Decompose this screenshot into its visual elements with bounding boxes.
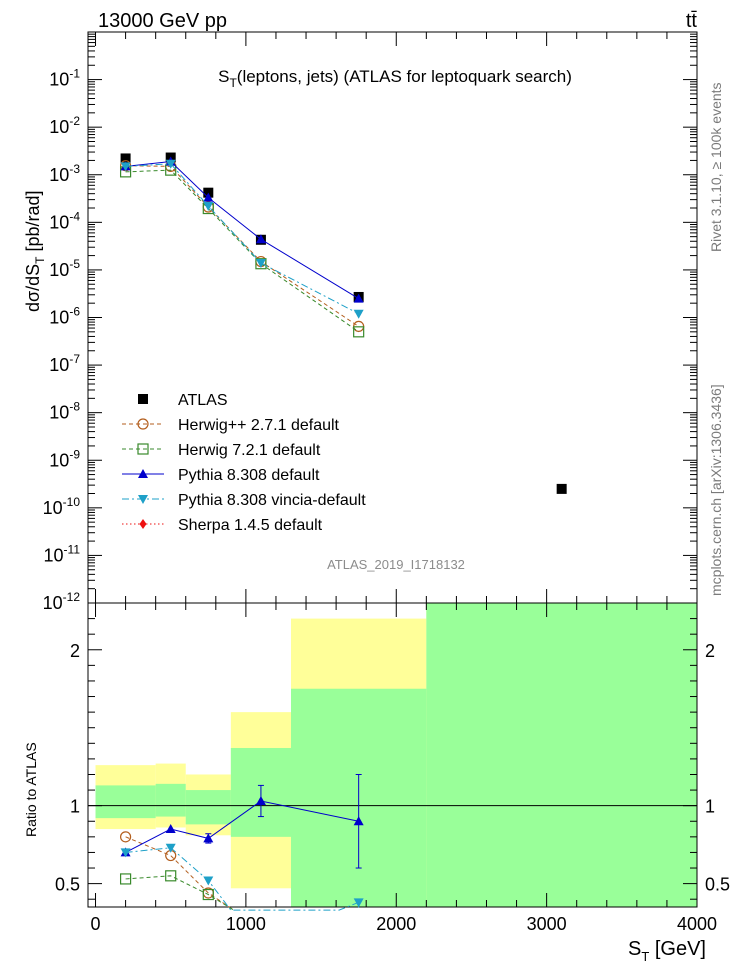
x-tick-label: 2000: [376, 914, 416, 934]
y-tick-label: 10-10: [43, 495, 81, 518]
legend-marker: [138, 469, 148, 478]
series-line: [125, 165, 359, 327]
top-ylabel: dσ/dST [pb/rad]: [23, 190, 47, 312]
y-tick-label: 10-3: [49, 162, 80, 185]
data-point: [255, 258, 266, 268]
y-tick-label: 10-8: [49, 400, 80, 423]
x-tick-label: 4000: [677, 914, 717, 934]
legend: ATLAS Herwig++ 2.7.1 default Herwig 7.2.1 …: [122, 392, 366, 534]
x-tick-label: 3000: [527, 914, 567, 934]
ratio-point: [203, 876, 214, 886]
legend-marker: [137, 443, 149, 455]
uncertainty-band-green: [185, 790, 231, 825]
ratio-point: [353, 898, 364, 908]
ratio-plot-panel: 0.5 0.5 1 1 2 2 0 1000 2000 3000 4000: [55, 602, 730, 934]
data-point: [120, 162, 131, 172]
legend-label: Pythia 8.308 vincia-default: [178, 492, 366, 509]
uncertainty-band-green: [426, 603, 697, 907]
data-point: [353, 326, 365, 338]
ratio-y-tick-label: 2: [70, 641, 80, 661]
y-tick-label: 10-6: [49, 305, 80, 328]
x-tick-label: 0: [91, 914, 101, 934]
legend-marker: [138, 495, 148, 504]
ratio-point: [255, 795, 266, 805]
ratio-y-tick-label: 1: [70, 797, 80, 817]
ratio-point: [165, 824, 176, 834]
y-tick-label: 10-5: [49, 257, 80, 280]
ratio-point: [353, 816, 364, 826]
ratio-y-tick-label-right: 0.5: [705, 875, 730, 895]
ratio-series-line: [125, 875, 235, 911]
legend-label: Herwig++ 2.7.1 default: [178, 417, 340, 434]
y-tick-label: 10-2: [49, 114, 80, 137]
ratio-y-tick-label: 0.5: [55, 875, 80, 895]
data-point: [203, 192, 214, 202]
series-line: [125, 160, 359, 299]
ratio-point: [120, 848, 131, 858]
y-tick-label: 10-11: [44, 542, 81, 565]
ratio-point: [119, 831, 132, 843]
uncertainty-band-green: [155, 783, 186, 817]
ratio-point: [202, 888, 214, 901]
ratio-ylabel: Ratio to ATLAS: [23, 742, 39, 837]
ratio-point: [203, 833, 214, 843]
data-point: [353, 309, 364, 319]
ratio-series-line: [125, 836, 235, 911]
data-point: [203, 202, 214, 212]
x-tick-label: 1000: [226, 914, 266, 934]
ratio-y-tick-label-right: 2: [705, 641, 715, 661]
ratio-point: [119, 873, 132, 885]
ratio-frame: [87, 602, 698, 908]
data-point: [165, 159, 176, 169]
y-tick-label: 10-9: [49, 447, 80, 470]
ratio-point: [165, 870, 177, 882]
legend-label: Sherpa 1.4.5 default: [178, 517, 323, 534]
legend-marker: [138, 394, 148, 404]
header-left: 13000 GeV pp: [98, 10, 227, 32]
y-tick-label: 10-12: [43, 590, 81, 613]
data-point: [353, 293, 364, 303]
data-point: [556, 483, 567, 494]
mcplots-label: mcplots.cern.ch [arXiv:1306.3436]: [708, 384, 724, 596]
main-plot-panel: 10-12 10-11 10-10 10-9 10-8 10-7 10-6 10-5 10-4 1…: [43, 31, 698, 613]
legend-label: ATLAS: [178, 392, 228, 409]
watermark: ATLAS_2019_I1718132: [327, 557, 465, 572]
xlabel: ST [GeV]: [628, 938, 706, 964]
legend-marker: [139, 519, 147, 529]
y-tick-label: 10-1: [49, 67, 80, 90]
data-point: [255, 234, 266, 244]
main-title: ST(leptons, jets) (ATLAS for leptoquark …: [218, 67, 572, 90]
y-tick-label: 10-7: [49, 352, 80, 375]
y-tick-label: 10-4: [49, 209, 80, 232]
legend-label: Herwig 7.2.1 default: [178, 442, 321, 459]
legend-marker: [137, 418, 149, 430]
header-right: tt̄: [686, 10, 698, 32]
data-point: [255, 258, 267, 270]
ratio-y-tick-label-right: 1: [705, 797, 715, 817]
rivet-label: Rivet 3.1.10, ≥ 100k events: [708, 82, 724, 252]
ratio-point: [165, 843, 176, 853]
series-line: [125, 169, 359, 333]
series-line: [125, 163, 359, 315]
uncertainty-band-green: [95, 785, 156, 819]
legend-label: Pythia 8.308 default: [178, 467, 320, 484]
data-point: [120, 153, 131, 164]
